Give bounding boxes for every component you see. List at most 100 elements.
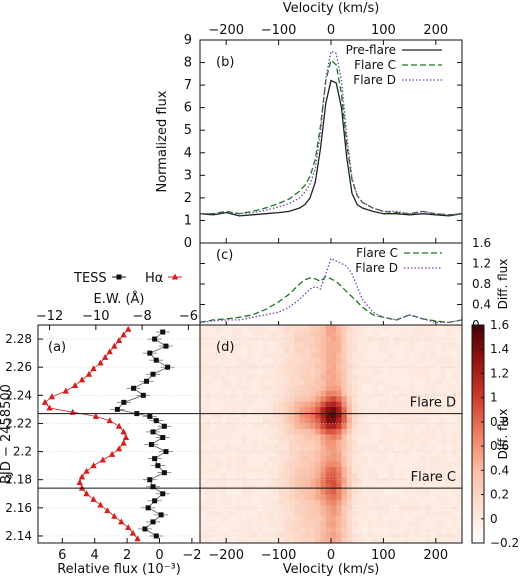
- heatmap-cell: [215, 395, 222, 402]
- heatmap-cell: [367, 461, 374, 468]
- heatmap-cell: [294, 526, 300, 533]
- heatmap-cell: [451, 417, 458, 424]
- tess-point: [121, 399, 127, 405]
- heatmap-cell: [226, 346, 232, 353]
- heatmap-cell: [435, 461, 442, 468]
- heatmap-cell: [273, 466, 279, 473]
- bottom-x-tick-label: 200: [423, 548, 448, 563]
- heatmap-cell: [378, 510, 384, 517]
- heatmap-cell: [200, 352, 206, 359]
- heatmap-cell: [257, 444, 264, 451]
- heatmap-cell: [446, 406, 452, 413]
- heatmap-cell: [273, 346, 279, 353]
- heatmap-cell: [231, 363, 238, 369]
- heatmap-cell: [320, 439, 327, 446]
- heatmap-cell: [247, 412, 253, 419]
- heatmap-cell: [456, 363, 463, 369]
- halpha-point: [111, 342, 118, 349]
- heatmap-cell: [372, 477, 379, 484]
- panel-a-frame: [37, 324, 201, 544]
- heatmap-cell: [241, 455, 248, 462]
- heatmap-cell: [268, 515, 274, 522]
- heatmap-cell: [336, 499, 342, 506]
- heatmap-cell: [456, 532, 463, 538]
- heatmap-cell: [346, 417, 353, 424]
- heatmap-cell: [346, 346, 353, 353]
- heatmap-cell: [226, 472, 232, 478]
- colorbar-tick-label: 1: [490, 391, 498, 405]
- heatmap-cell: [451, 374, 458, 380]
- heatmap-cell: [262, 499, 269, 506]
- heatmap-cell: [268, 423, 274, 429]
- heatmap-cell: [299, 510, 306, 517]
- heatmap-cell: [404, 330, 410, 337]
- heatmap-cell: [341, 357, 348, 364]
- heatmap-cell: [446, 488, 452, 495]
- panel-b-y-tick-label: 5: [184, 123, 192, 138]
- heatmap-cell: [252, 423, 259, 429]
- heatmap-cell: [278, 357, 285, 364]
- colorbar-segment: [472, 473, 484, 479]
- heatmap-cell: [357, 510, 363, 517]
- heatmap-cell: [226, 417, 232, 424]
- heatmap-cell: [220, 352, 227, 359]
- heatmap-cell: [220, 341, 227, 348]
- heatmap-cell: [378, 526, 384, 533]
- heatmap-cell: [283, 499, 290, 506]
- heatmap-cell: [393, 363, 400, 369]
- heatmap-cell: [451, 352, 458, 359]
- heatmap-cell: [346, 325, 353, 331]
- heatmap-cell: [283, 515, 290, 522]
- heatmap-cell: [383, 384, 390, 391]
- heatmap-cell: [383, 477, 390, 484]
- heatmap-cell: [456, 493, 463, 500]
- heatmap-cell: [320, 352, 327, 359]
- heatmap-cell: [247, 390, 253, 397]
- colorbar-segment: [472, 426, 484, 431]
- heatmap-cell: [383, 406, 390, 413]
- heatmap-cell: [294, 379, 300, 386]
- heatmap-cell: [236, 472, 243, 478]
- heatmap-cell: [241, 461, 248, 468]
- heatmap-cell: [231, 428, 238, 435]
- heatmap-cell: [425, 346, 431, 353]
- heatmap-cell: [257, 390, 264, 397]
- heatmap-cell: [231, 455, 238, 462]
- heatmap-cell: [409, 325, 416, 331]
- panel-b-y-tick-label: 7: [184, 78, 192, 93]
- heatmap-cell: [409, 510, 416, 517]
- heatmap-cell: [236, 330, 243, 337]
- heatmap-cell: [236, 532, 243, 538]
- halpha-point: [78, 473, 86, 480]
- heatmap-cell: [273, 379, 279, 386]
- heatmap-cell: [294, 504, 300, 511]
- heatmap-cell: [383, 434, 390, 440]
- heatmap-cell: [372, 346, 379, 353]
- heatmap-cell: [388, 455, 395, 462]
- heatmap-cell: [215, 406, 222, 413]
- heatmap-cell: [383, 374, 390, 380]
- heatmap-cell: [257, 412, 264, 419]
- heatmap-cell: [247, 395, 253, 402]
- heatmap-cell: [278, 537, 285, 544]
- heatmap-cell: [262, 434, 269, 440]
- heatmap-cell: [399, 401, 405, 408]
- colorbar-segment: [472, 513, 484, 519]
- heatmap-cell: [325, 374, 332, 380]
- heatmap-cell: [252, 346, 259, 353]
- heatmap-cell: [273, 423, 279, 429]
- halpha-point: [111, 512, 118, 519]
- heatmap-cell: [341, 390, 348, 397]
- heatmap-cell: [220, 395, 227, 402]
- heatmap-cell: [283, 488, 290, 495]
- heatmap-cell: [325, 335, 332, 342]
- heatmap-cell: [414, 406, 421, 413]
- heatmap-cell: [252, 325, 259, 331]
- heatmap-cell: [367, 325, 374, 331]
- heatmap-cell: [378, 466, 384, 473]
- heatmap-cell: [341, 406, 348, 413]
- heatmap-cell: [200, 477, 206, 484]
- heatmap-cell: [346, 488, 353, 495]
- heatmap-cell: [210, 537, 217, 544]
- heatmap-cell: [441, 406, 447, 413]
